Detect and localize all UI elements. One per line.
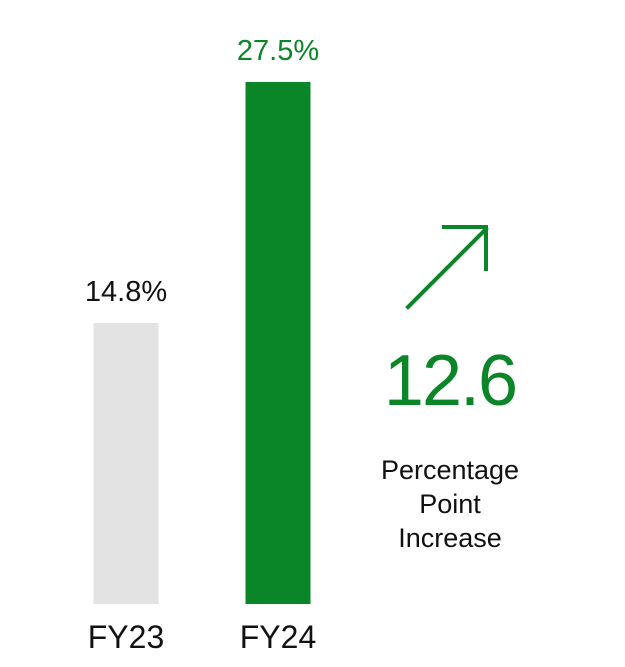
arrow-up-right-icon [405, 225, 489, 310]
caption-line-3: Increase [398, 523, 502, 553]
data-label-fy23: 14.8% [85, 276, 167, 308]
increase-caption: Percentage Point Increase [340, 453, 560, 555]
category-label-fy23: FY23 [88, 619, 164, 655]
bar-fy24 [245, 82, 311, 604]
category-label-fy24: FY24 [240, 619, 316, 655]
data-label-fy24: 27.5% [237, 35, 319, 67]
caption-line-1: Percentage [380, 455, 520, 485]
bar-fy23 [93, 323, 159, 604]
caption-line-2: Point [419, 489, 481, 519]
increase-callout: 12.6 Percentage Point Increase [340, 215, 560, 555]
increase-value: 12.6 [383, 341, 518, 421]
